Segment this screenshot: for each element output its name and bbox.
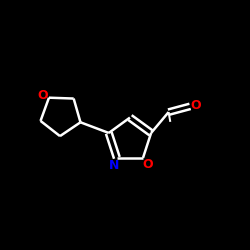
Text: O: O (38, 89, 48, 102)
Text: O: O (142, 158, 153, 171)
Text: O: O (190, 99, 201, 112)
Text: N: N (109, 159, 119, 172)
